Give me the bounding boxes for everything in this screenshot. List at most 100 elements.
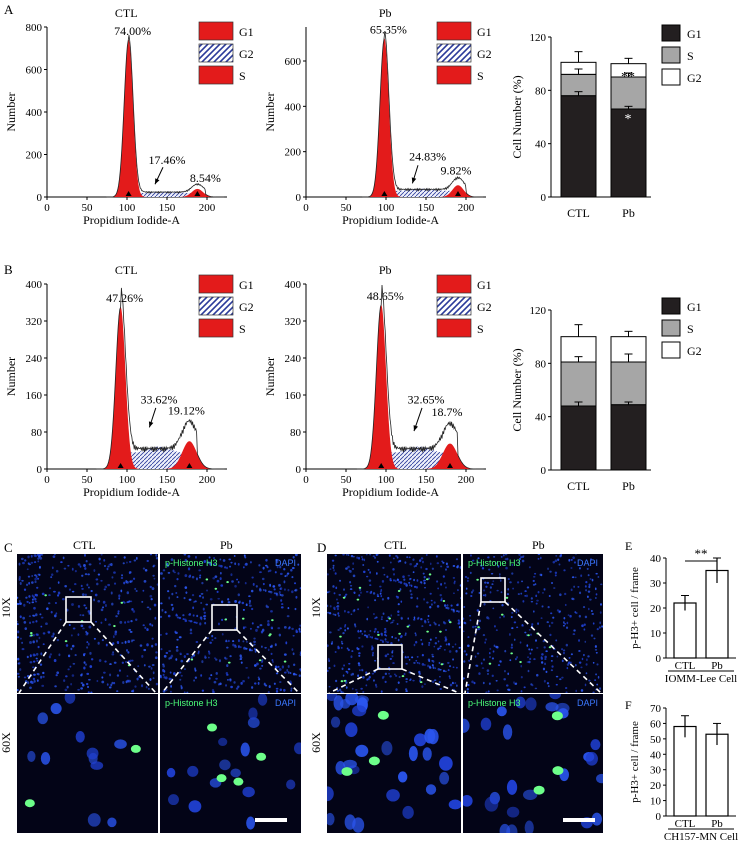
nucleus xyxy=(342,631,345,635)
nucleus xyxy=(278,583,281,587)
stain-label-green: p-Histone H3 xyxy=(468,558,521,568)
nucleus xyxy=(450,604,453,607)
nucleus xyxy=(79,614,82,617)
nucleus xyxy=(407,617,410,620)
legend-label: G1 xyxy=(687,27,702,41)
nucleus xyxy=(329,631,332,634)
nucleus xyxy=(456,603,459,607)
nucleus xyxy=(262,566,265,570)
nucleus xyxy=(173,571,176,574)
nucleus xyxy=(369,554,372,556)
nucleus xyxy=(36,673,39,676)
nucleus xyxy=(415,640,418,644)
nucleus xyxy=(50,576,53,579)
nucleus xyxy=(391,621,394,624)
nucleus xyxy=(480,564,483,567)
nucleus xyxy=(544,658,547,660)
nucleus xyxy=(151,624,154,627)
nucleus xyxy=(94,593,98,597)
nucleus xyxy=(354,623,356,626)
nucleus xyxy=(532,583,536,586)
ph3-positive-cell xyxy=(120,601,124,604)
nucleus xyxy=(233,555,236,557)
nucleus xyxy=(482,594,485,597)
nucleus xyxy=(383,573,386,576)
nucleus xyxy=(32,660,36,663)
nucleus xyxy=(164,676,168,680)
ph3-positive-cell xyxy=(426,630,429,633)
nucleus xyxy=(472,589,475,592)
nucleus xyxy=(180,659,184,663)
nucleus xyxy=(240,681,243,685)
nucleus xyxy=(58,653,61,657)
nucleus xyxy=(32,634,35,637)
nucleus xyxy=(530,597,533,600)
ph3-positive-cell xyxy=(24,799,35,808)
nucleus xyxy=(465,653,468,656)
legend-swatch-g2 xyxy=(198,296,234,316)
nucleus xyxy=(26,583,29,587)
nucleus xyxy=(418,670,421,674)
nucleus xyxy=(547,567,549,571)
nucleus xyxy=(386,575,389,578)
nucleus xyxy=(455,666,458,669)
nucleus xyxy=(384,638,387,641)
nucleus xyxy=(409,679,412,681)
nucleus xyxy=(530,648,533,651)
nucleus xyxy=(21,641,24,644)
zoom-line xyxy=(161,629,213,694)
nucleus xyxy=(285,641,288,645)
nucleus xyxy=(558,563,561,566)
nucleus xyxy=(203,617,206,620)
panel-letter-c: C xyxy=(4,540,13,555)
nucleus xyxy=(467,691,469,693)
nucleus xyxy=(337,612,340,615)
nucleus xyxy=(488,651,491,655)
nucleus xyxy=(432,666,435,669)
nucleus xyxy=(226,646,229,649)
nucleus xyxy=(72,627,76,630)
nucleus xyxy=(195,577,198,581)
nucleus xyxy=(494,562,497,565)
nucleus xyxy=(496,589,499,592)
y-tick-label: 0 xyxy=(296,464,302,476)
histogram-title: CTL xyxy=(115,263,138,277)
nucleus xyxy=(362,691,365,693)
nucleus xyxy=(396,596,399,599)
nucleus xyxy=(484,641,486,644)
nucleus xyxy=(471,680,474,684)
s-phase-area xyxy=(381,446,450,469)
x-tick-label: 200 xyxy=(199,474,216,486)
nucleus xyxy=(469,614,472,617)
nucleus xyxy=(85,560,88,563)
nucleus xyxy=(84,573,88,576)
nucleus xyxy=(406,556,409,559)
nucleus xyxy=(248,707,258,720)
nucleus xyxy=(147,687,150,690)
nucleus xyxy=(113,661,117,664)
nucleus xyxy=(162,668,165,672)
zoom-indicators xyxy=(18,577,602,694)
nucleus xyxy=(62,556,65,560)
nucleus xyxy=(338,614,340,617)
nucleus xyxy=(244,563,247,566)
nucleus xyxy=(405,678,408,681)
nucleus xyxy=(516,626,519,629)
nucleus xyxy=(500,591,503,594)
g1-percentage: 48.65% xyxy=(367,289,404,303)
nucleus xyxy=(550,655,554,658)
nucleus xyxy=(493,644,496,648)
nucleus xyxy=(292,672,296,676)
nucleus xyxy=(549,694,562,700)
nucleus xyxy=(23,620,27,624)
nucleus xyxy=(339,579,341,582)
nucleus xyxy=(93,598,96,602)
nucleus xyxy=(160,674,162,678)
nucleus xyxy=(559,678,562,681)
nucleus xyxy=(203,611,206,614)
nucleus xyxy=(452,666,455,669)
nucleus xyxy=(346,647,349,650)
nucleus xyxy=(429,592,432,595)
nucleus xyxy=(592,661,595,664)
nucleus xyxy=(340,690,343,693)
